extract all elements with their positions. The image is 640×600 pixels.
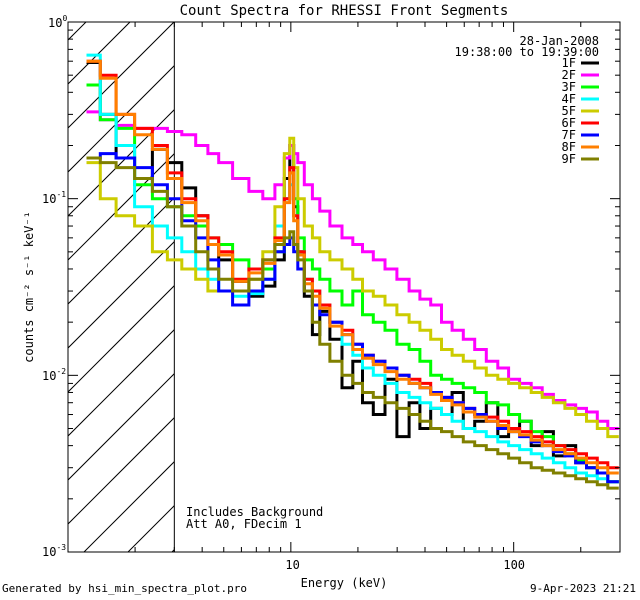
y-tick-label-0.001: 10-3 [42, 543, 66, 559]
legend-label-6f: 6F [562, 116, 576, 130]
legend-label-1f: 1F [562, 56, 576, 70]
hatch-line [68, 22, 175, 129]
footer-generated-by: Generated by hsi_min_spectra_plot.pro [2, 582, 248, 595]
legend-label-8f: 8F [562, 140, 576, 154]
legend-label-3f: 3F [562, 80, 576, 94]
plot-frame [67, 21, 621, 553]
time-range-label: 19:38:00 to 19:39:00 [455, 45, 600, 59]
series-line-4f [86, 53, 619, 484]
legend-label-4f: 4F [562, 92, 576, 106]
note-attenuator: Att A0, FDecim 1 [186, 517, 302, 531]
series-line-5f [86, 136, 619, 439]
y-tick-label-1: 100 [48, 14, 67, 30]
hatch-line [68, 22, 131, 85]
hatch-line [68, 372, 175, 481]
x-tick-label-100: 100 [503, 558, 525, 572]
y-axis-label: counts cm⁻² s⁻¹ keV⁻¹ [22, 211, 36, 363]
hatch-line [68, 416, 175, 525]
hatch-line [68, 152, 175, 261]
y-tick-label-0.1: 10-1 [42, 190, 66, 206]
y-tick-label-0.01: 10-2 [42, 367, 66, 383]
x-axis-label: Energy (keV) [301, 576, 388, 590]
axis-ticks [67, 21, 621, 553]
chart-title: Count Spectra for RHESSI Front Segments [180, 3, 509, 19]
series-line-9f [86, 156, 619, 490]
footer-timestamp: 9-Apr-2023 21:21 [530, 582, 636, 595]
legend-label-5f: 5F [562, 104, 576, 118]
series-line-8f [86, 59, 619, 475]
hatch-line [68, 196, 175, 305]
date-label: 28-Jan-2008 [520, 34, 599, 48]
legend-label-9f: 9F [562, 152, 576, 166]
legend-label-2f: 2F [562, 68, 576, 82]
legend-label-7f: 7F [562, 128, 576, 142]
note-background: Includes Background [186, 505, 323, 519]
series-layer [86, 53, 619, 490]
x-tick-label-10: 10 [285, 558, 299, 572]
